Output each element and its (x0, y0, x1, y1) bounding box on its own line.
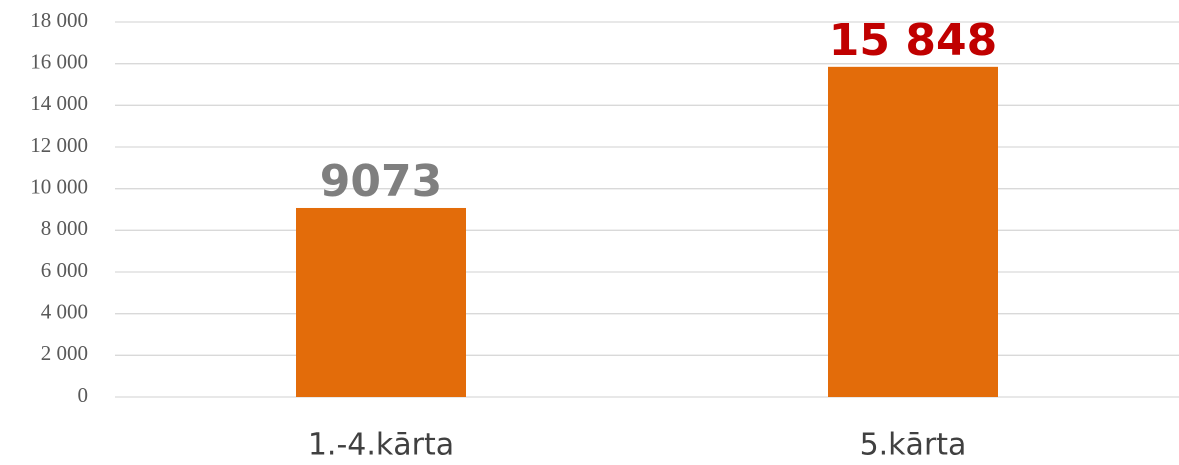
y-tick-label: 2 000 (41, 341, 88, 365)
data-label: 15 848 (829, 15, 997, 66)
y-tick-label: 0 (78, 383, 89, 407)
y-tick-label: 8 000 (41, 216, 88, 240)
y-tick-label: 12 000 (30, 133, 88, 157)
y-tick-label: 14 000 (30, 91, 88, 115)
x-tick-label: 5.kārta (860, 428, 967, 463)
y-tick-label: 4 000 (41, 299, 88, 323)
bar (296, 207, 466, 397)
data-label: 9073 (320, 156, 442, 207)
bar (828, 66, 998, 397)
y-tick-label: 6 000 (41, 258, 88, 282)
y-tick-label: 16 000 (30, 49, 88, 73)
x-tick-label: 1.-4.kārta (308, 428, 454, 463)
y-tick-label: 18 000 (30, 8, 88, 32)
y-tick-label: 10 000 (30, 174, 88, 198)
